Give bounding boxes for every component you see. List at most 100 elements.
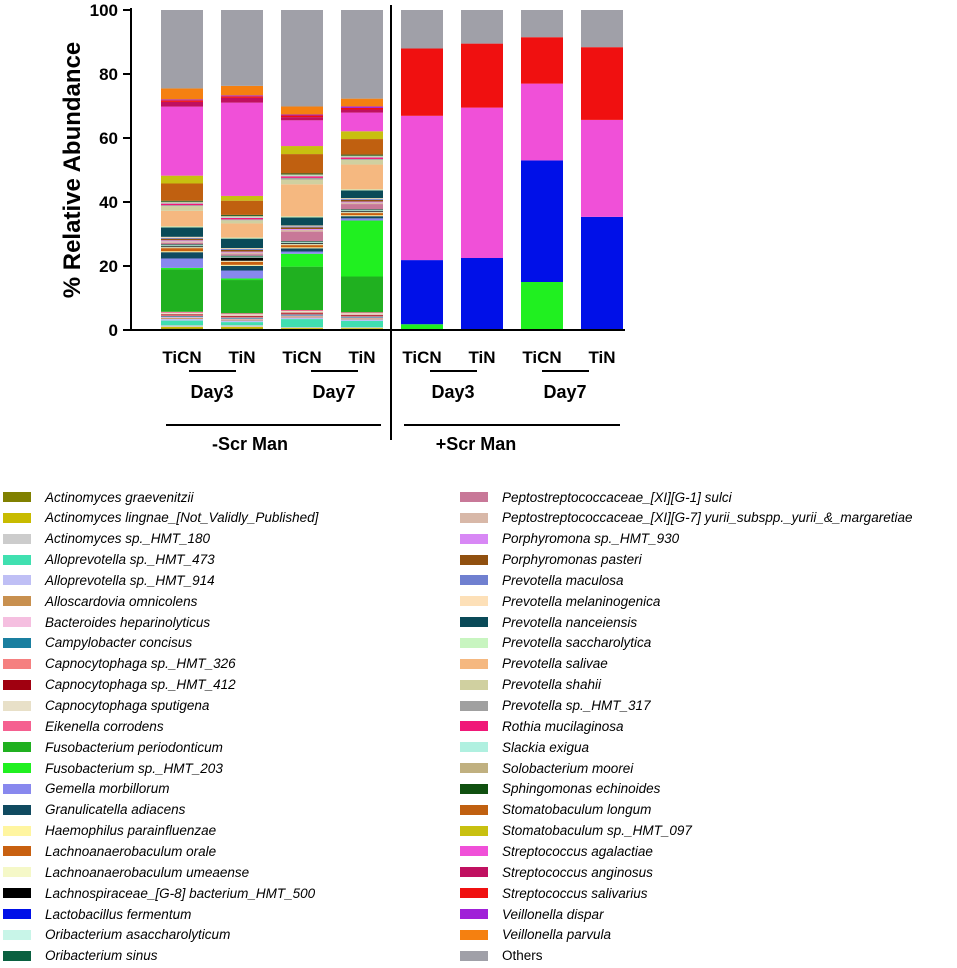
bar-segment — [341, 154, 383, 156]
legend-label: Sphingomonas echinoides — [502, 781, 661, 797]
bar-segment — [341, 109, 383, 113]
bar-segment — [281, 217, 323, 226]
bar-segment — [281, 176, 323, 178]
treatment-group-label: +Scr Man — [436, 434, 517, 454]
legend-item: Lactobacillus fermentum — [3, 904, 191, 924]
bar-segment — [221, 261, 263, 265]
legend-swatch — [3, 804, 31, 815]
legend-label: Slackia exigua — [502, 739, 590, 755]
bar-segment — [281, 313, 323, 315]
bar-segment — [341, 106, 383, 108]
bar-segment — [281, 314, 323, 316]
legend-item: Prevotella melaninogenica — [460, 591, 660, 611]
bar-segment — [341, 276, 383, 313]
bar-segment — [161, 245, 203, 247]
bar-segment — [161, 206, 203, 211]
category-label: TiN — [588, 348, 615, 367]
bar-segment — [281, 242, 323, 244]
bar-segment — [341, 189, 383, 191]
bar-segment — [161, 251, 203, 253]
bar-segment — [341, 318, 383, 320]
bar-segment — [161, 242, 203, 245]
bar-segment — [281, 231, 323, 242]
legend-swatch — [460, 763, 488, 774]
legend-swatch — [3, 909, 31, 919]
legend-item: Rothia mucilaginosa — [460, 716, 624, 736]
bar-segment — [281, 216, 323, 218]
bar-segment — [221, 254, 263, 256]
legend-label: Lachnoanaerobaculum orale — [45, 843, 217, 859]
legend-item: Actinomyces sp._HMT_180 — [3, 529, 210, 549]
bar-segment — [401, 48, 443, 116]
legend-item: Prevotella maculosa — [460, 570, 624, 590]
bar-segment — [281, 266, 323, 311]
day-group-label: Day3 — [190, 382, 233, 402]
bar-segment — [521, 83, 563, 161]
legend-item: Porphyromona sp._HMT_930 — [460, 529, 679, 549]
category-label: TiN — [348, 348, 375, 367]
bar-segment — [161, 240, 203, 242]
axes-layer — [123, 5, 625, 440]
bar-segment — [281, 229, 323, 232]
bar-segment — [281, 310, 323, 312]
legend-swatch — [460, 700, 488, 711]
bar-segment — [281, 245, 323, 248]
legend-swatch — [460, 492, 488, 502]
legend-item: Alloprevotella sp._HMT_473 — [3, 550, 215, 570]
legend-swatch — [460, 575, 488, 586]
legend-item: Prevotella shahii — [460, 675, 601, 695]
bar-segment — [281, 248, 323, 252]
bar-segment — [281, 146, 323, 155]
bar-segment — [221, 248, 263, 250]
legend-label: Fusobacterium periodonticum — [45, 739, 223, 755]
bar-segment — [221, 223, 263, 238]
legend-label: Prevotella maculosa — [502, 572, 624, 588]
bar-segment — [281, 229, 323, 230]
bar-segment — [221, 264, 263, 266]
bar-segment — [341, 155, 383, 157]
bar-segment — [221, 322, 263, 326]
legend-item: Campylobacter concisus — [3, 633, 192, 653]
bar-segment — [281, 253, 323, 267]
legend-label: Stomatobaculum longum — [502, 802, 652, 818]
legend-label: Actinomyces sp._HMT_180 — [45, 531, 211, 547]
legend-item: Porphyromonas pasteri — [460, 550, 642, 570]
legend-swatch — [3, 721, 31, 732]
legend-item: Fusobacterium periodonticum — [3, 737, 223, 757]
bar-segment — [281, 10, 323, 107]
bar-segment — [281, 327, 323, 329]
legend-label: Veillonella parvula — [502, 927, 612, 943]
legend-label: Streptococcus agalactiae — [502, 843, 653, 859]
bar-segment — [341, 10, 383, 99]
bar-segment — [341, 314, 383, 316]
legend-item: Streptococcus salivarius — [460, 883, 648, 903]
bar-segment — [221, 95, 263, 97]
bar-segment — [341, 200, 383, 202]
legend-item: Others — [460, 946, 543, 966]
bar-segment — [401, 115, 443, 261]
legend-item: Stomatobaculum sp._HMT_097 — [460, 821, 692, 841]
bar-segment — [221, 260, 263, 262]
bar-segment — [341, 216, 383, 219]
bar-segment — [161, 226, 203, 228]
category-label: TiCN — [522, 348, 561, 367]
bar-segment — [221, 215, 263, 217]
day-group-label: Day3 — [431, 382, 474, 402]
bar-segment — [341, 98, 383, 107]
y-tick-label: 0 — [109, 321, 118, 340]
bar-segment — [221, 102, 263, 196]
legend-item: Capnocytophaga sp._HMT_412 — [3, 675, 236, 695]
legend-label: Porphyromona sp._HMT_930 — [502, 531, 680, 547]
legend-swatch — [460, 554, 488, 565]
bar-segment — [161, 210, 203, 227]
legend-item: Solobacterium moorei — [460, 758, 633, 778]
bar-segment — [281, 227, 323, 230]
legend-swatch — [3, 554, 31, 565]
bar-segment — [161, 325, 203, 327]
legend-swatch — [460, 950, 488, 961]
bar-segment — [341, 316, 383, 318]
legend-item: Prevotella nanceiensis — [460, 612, 637, 632]
legend-label: Actinomyces graevenitzii — [45, 489, 194, 505]
bar-segment — [341, 317, 383, 319]
legend-label: Streptococcus salivarius — [502, 885, 648, 901]
